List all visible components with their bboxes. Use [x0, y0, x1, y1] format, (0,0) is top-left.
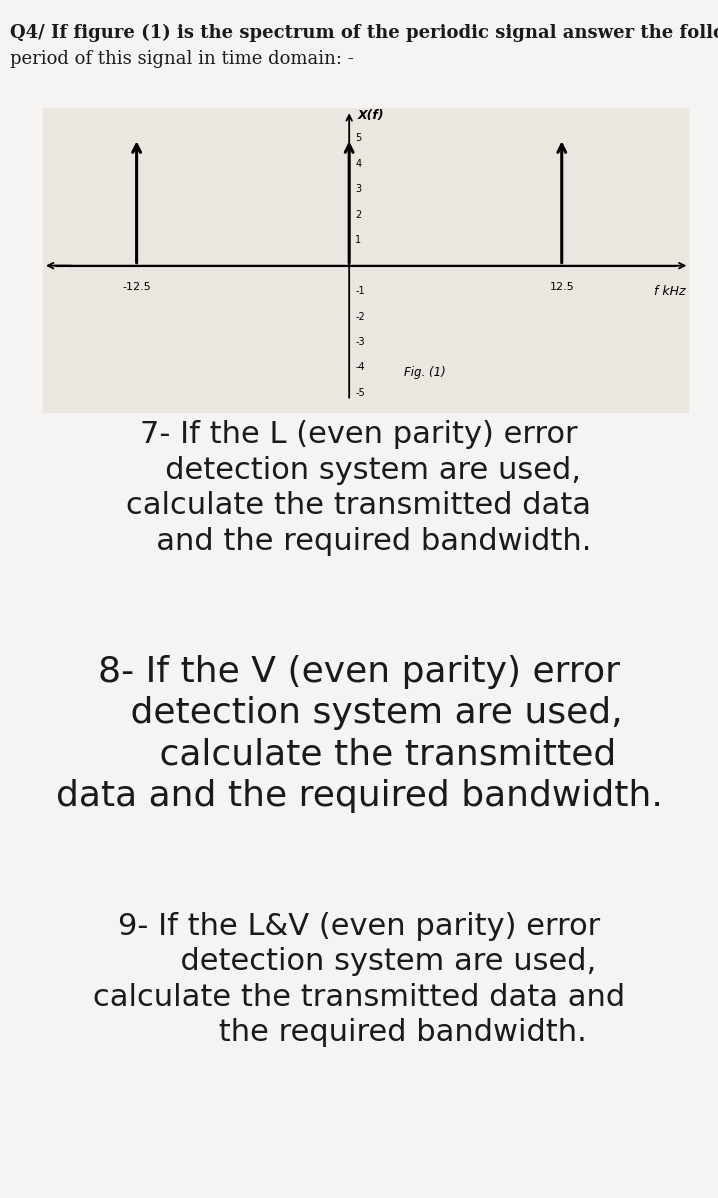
Text: 3: 3 [355, 184, 361, 194]
Text: f kHz: f kHz [654, 285, 686, 298]
Text: period of this signal in time domain: -: period of this signal in time domain: - [10, 50, 354, 68]
Text: X(f): X(f) [358, 109, 384, 122]
Text: 8- If the V (even parity) error
   detection system are used,
     calculate the: 8- If the V (even parity) error detectio… [55, 654, 663, 813]
Text: -1: -1 [355, 286, 365, 296]
Text: 1: 1 [355, 235, 361, 246]
Text: 2: 2 [355, 210, 361, 219]
Text: -2: -2 [355, 311, 365, 321]
Text: -12.5: -12.5 [122, 283, 151, 292]
Text: 4: 4 [355, 159, 361, 169]
Text: 9- If the L&V (even parity) error
      detection system are used,
calculate the: 9- If the L&V (even parity) error detect… [93, 912, 625, 1047]
Text: Q4/ If figure (1) is the spectrum of the periodic signal answer the following fo: Q4/ If figure (1) is the spectrum of the… [10, 24, 718, 42]
Text: 7- If the L (even parity) error
   detection system are used,
calculate the tran: 7- If the L (even parity) error detectio… [126, 420, 592, 556]
Text: 12.5: 12.5 [549, 283, 574, 292]
Text: Fig. (1): Fig. (1) [404, 367, 445, 379]
Text: -4: -4 [355, 363, 365, 373]
Text: -3: -3 [355, 337, 365, 347]
Text: -5: -5 [355, 388, 365, 398]
Text: 5: 5 [355, 133, 361, 144]
